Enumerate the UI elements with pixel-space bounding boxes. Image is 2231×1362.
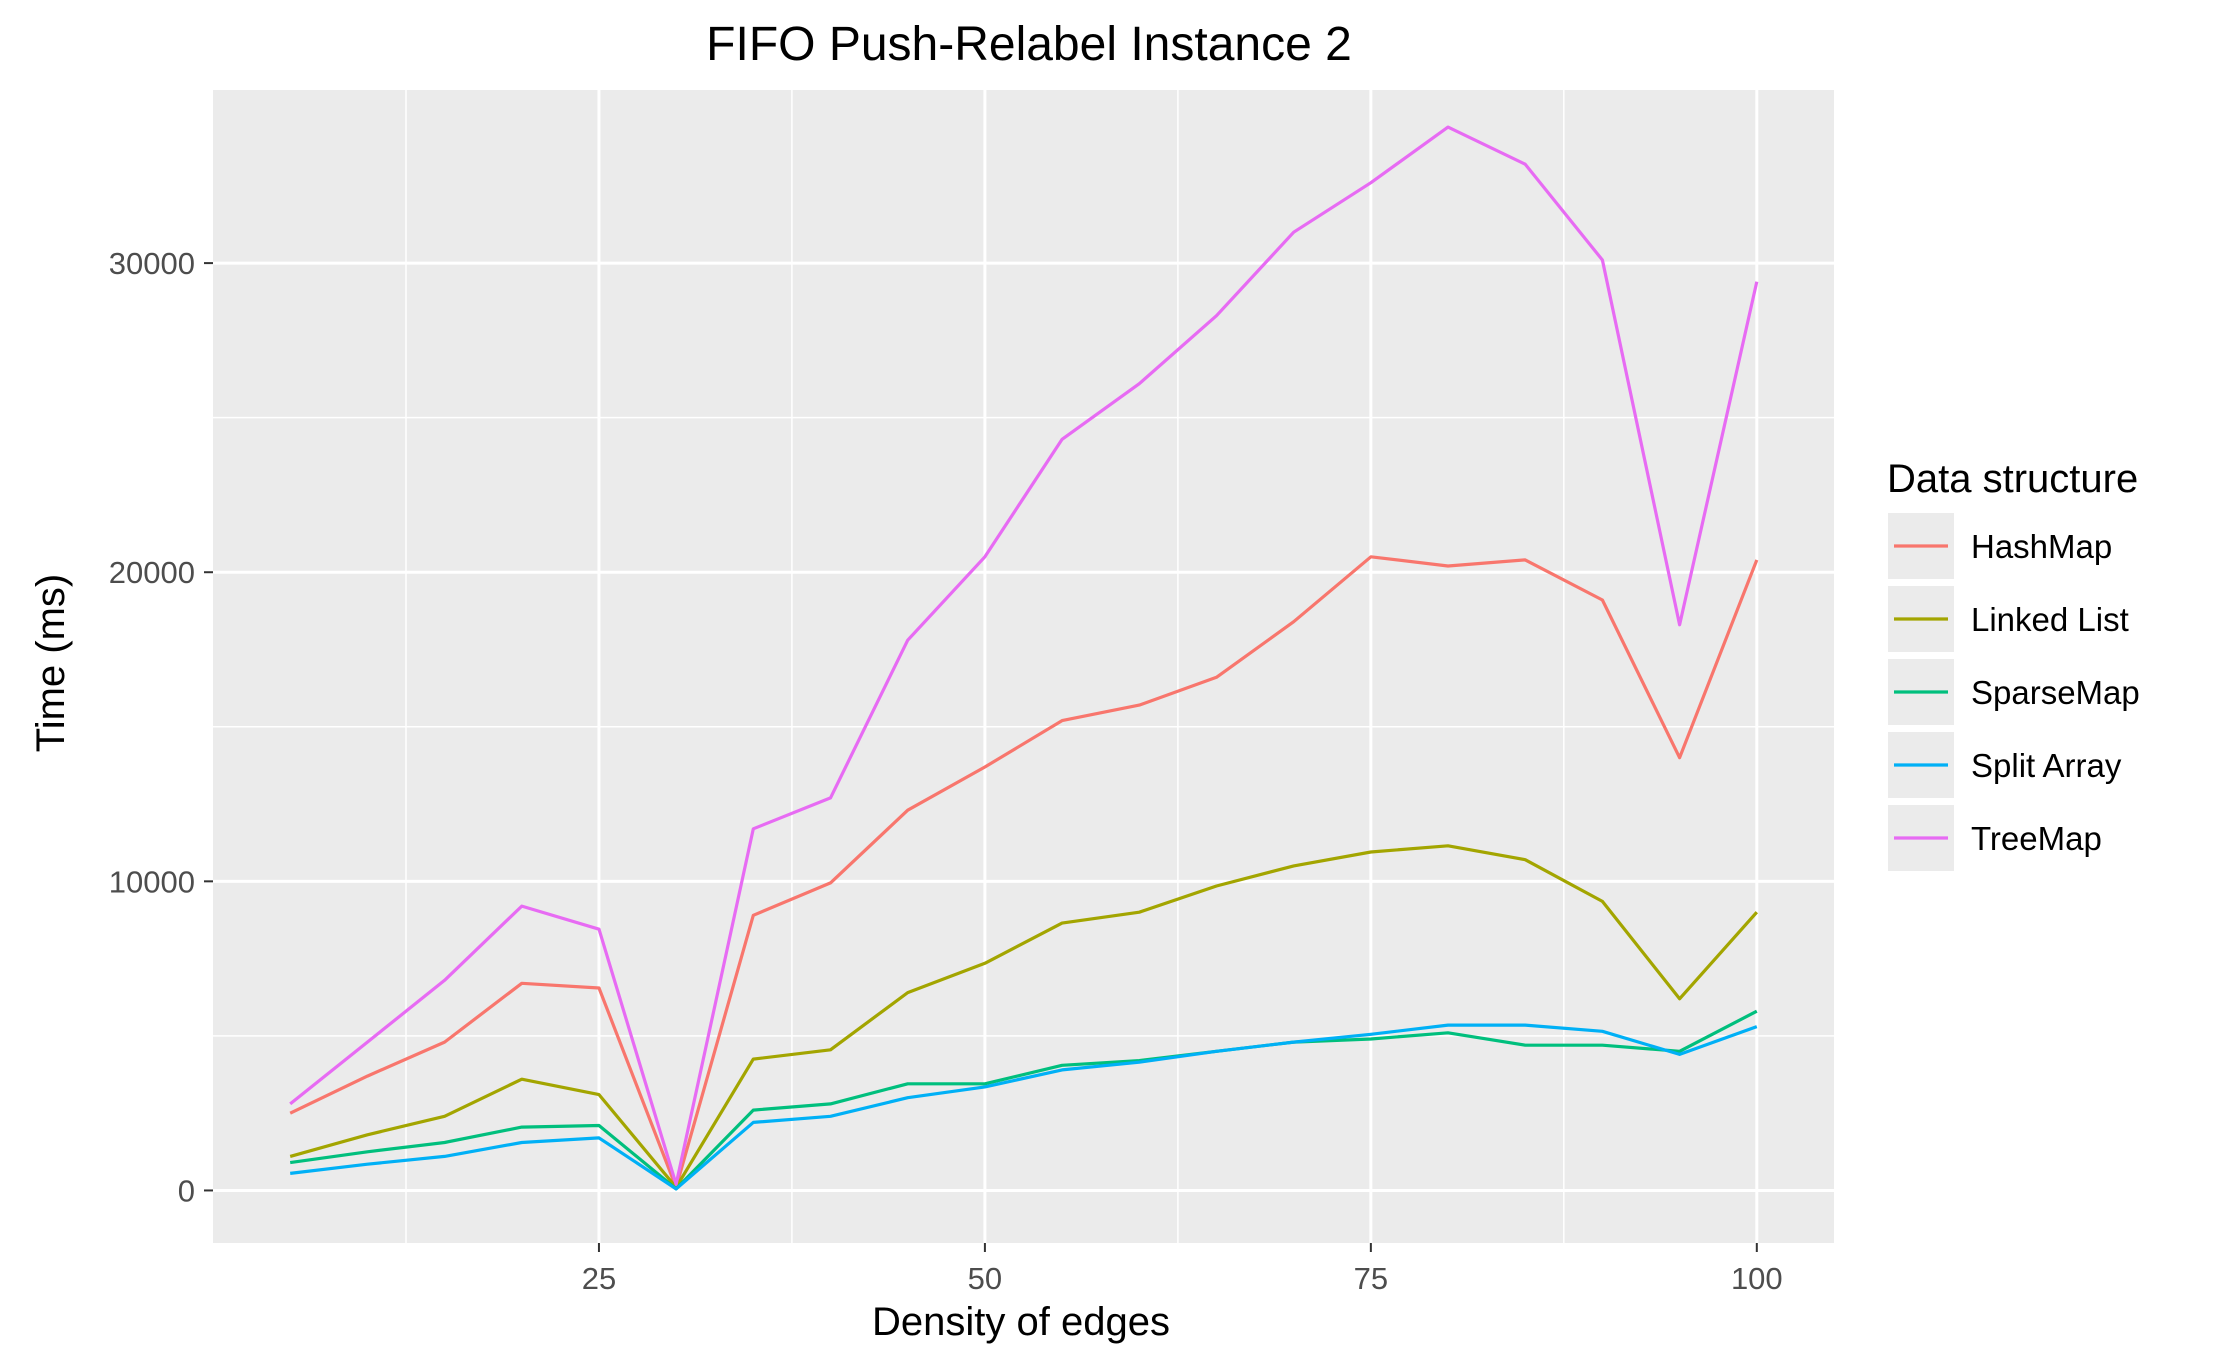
y-tick-label: 0 <box>178 1173 195 1208</box>
y-axis-title: Time (ms) <box>29 574 73 752</box>
x-tick-label: 75 <box>1354 1261 1388 1296</box>
legend-label: TreeMap <box>1971 820 2102 857</box>
series-line-hashmap <box>289 555 1759 1190</box>
legend-items: HashMap Linked List SparseMap Split Array Tr… <box>1888 513 2140 871</box>
legend-label: Split Array <box>1971 747 2122 784</box>
legend-label: Linked List <box>1971 601 2129 638</box>
series-lines <box>289 125 1759 1191</box>
x-axis: 25 50 75 100 <box>582 1243 1783 1296</box>
y-tick-label: 20000 <box>109 555 195 590</box>
legend-item: Linked List <box>1888 586 2129 652</box>
major-gridlines <box>213 90 1834 1243</box>
minor-gridlines <box>213 90 1834 1243</box>
legend-item: SparseMap <box>1888 659 2140 725</box>
legend-item: HashMap <box>1888 513 2112 579</box>
legend: Data structure HashMap Linked List SparseM… <box>1887 457 2140 871</box>
series-line-linked-list <box>289 844 1758 1190</box>
y-axis: 0 10000 20000 30000 <box>109 246 213 1208</box>
y-tick-label: 30000 <box>109 246 195 281</box>
series-line-sparsemap <box>289 1009 1758 1191</box>
legend-label: HashMap <box>1971 528 2112 565</box>
legend-item: Split Array <box>1888 732 2122 798</box>
x-tick-label: 50 <box>968 1261 1002 1296</box>
x-tick-label: 25 <box>582 1261 616 1296</box>
legend-item: TreeMap <box>1888 805 2102 871</box>
legend-title: Data structure <box>1887 457 2138 501</box>
y-tick-label: 10000 <box>109 864 195 899</box>
x-axis-title: Density of edges <box>872 1300 1170 1344</box>
series-line-treemap <box>289 125 1759 1186</box>
x-tick-label: 100 <box>1731 1261 1783 1296</box>
series-line-split-array <box>290 1023 1758 1191</box>
chart-title: FIFO Push-Relabel Instance 2 <box>706 18 1352 71</box>
legend-label: SparseMap <box>1971 674 2140 711</box>
